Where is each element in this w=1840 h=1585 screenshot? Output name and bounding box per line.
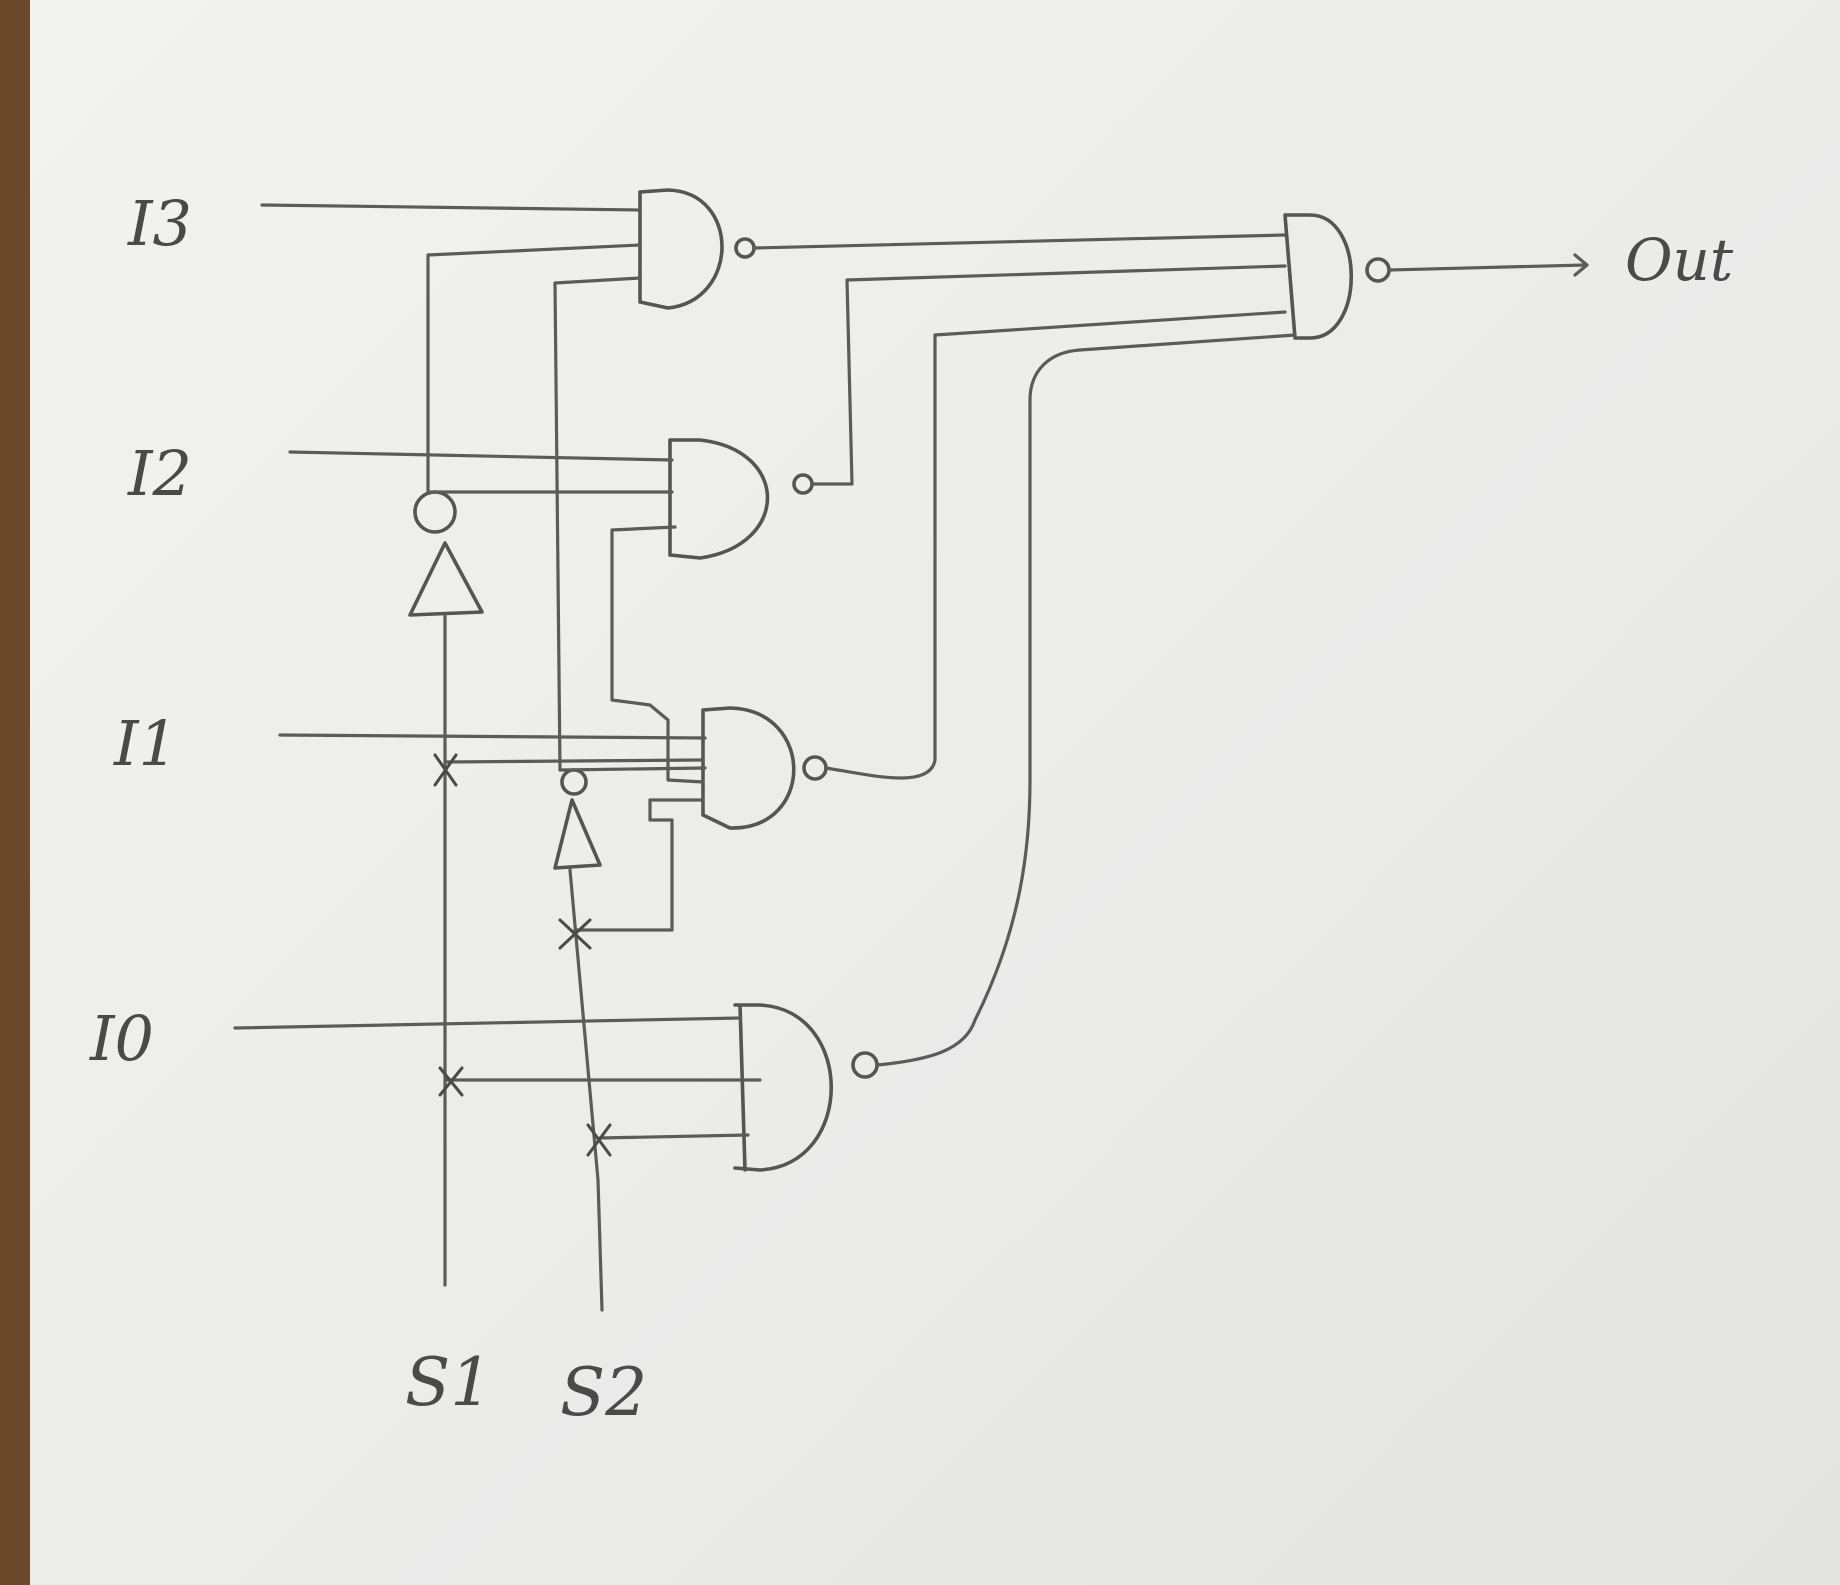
nand-gate-1 bbox=[701, 706, 828, 830]
wires bbox=[233, 203, 1589, 1312]
inverter-s2 bbox=[553, 768, 602, 870]
label-s1: S1 bbox=[405, 1344, 492, 1421]
nand-gate-3 bbox=[638, 188, 756, 310]
output-nand-gate bbox=[1283, 213, 1391, 340]
crossing-marks bbox=[433, 753, 612, 1157]
nand-gate-0 bbox=[733, 1003, 879, 1172]
label-i1: I1 bbox=[113, 707, 178, 780]
label-s2: S2 bbox=[560, 1354, 647, 1431]
label-i3: I3 bbox=[127, 187, 192, 260]
inverter-s1 bbox=[408, 490, 484, 617]
label-out: Out bbox=[1625, 226, 1734, 294]
nand-gate-2 bbox=[668, 438, 814, 560]
label-i2: I2 bbox=[127, 437, 192, 510]
label-i0: I0 bbox=[89, 1002, 154, 1075]
paper-sheet bbox=[30, 0, 1840, 1585]
